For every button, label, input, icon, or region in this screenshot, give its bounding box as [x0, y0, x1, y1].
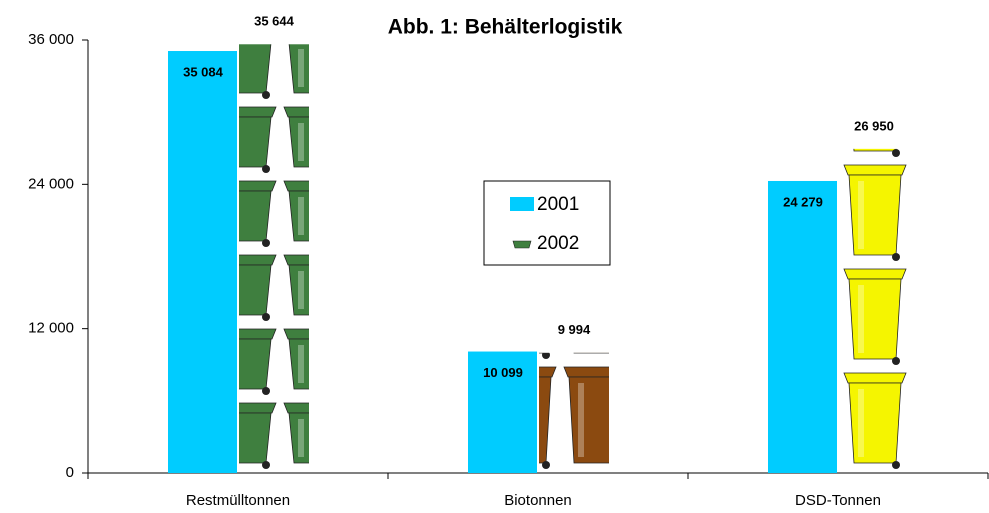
value-label: 26 950	[854, 118, 894, 133]
bar	[168, 51, 237, 473]
chart-title: Abb. 1: Behälterlogistik	[388, 16, 623, 39]
y-tick-label: 24 000	[28, 175, 74, 192]
value-label: 24 279	[783, 194, 823, 209]
value-label: 9 994	[558, 322, 591, 337]
y-tick-label: 36 000	[28, 31, 74, 48]
value-label: 35 084	[183, 64, 224, 79]
x-tick-label: Biotonnen	[504, 492, 572, 509]
legend-label: 2001	[537, 194, 579, 215]
legend-label: 2002	[537, 233, 579, 254]
y-tick-label: 0	[66, 464, 74, 481]
pictogram-bar	[239, 44, 309, 473]
x-tick-label: DSD-Tonnen	[795, 492, 881, 509]
value-label: 10 099	[483, 365, 523, 380]
legend-swatch	[510, 197, 534, 211]
y-tick-label: 12 000	[28, 320, 74, 337]
legend-swatch	[513, 241, 531, 248]
legend: 2001 2002	[484, 181, 610, 265]
pictogram-bar	[839, 149, 909, 473]
value-label: 35 644	[254, 14, 295, 29]
pictogram-bar	[539, 353, 609, 473]
chart: Abb. 1: Behälterlogistik 0 12 000 24 000 36…	[0, 0, 989, 513]
x-tick-label: Restmülltonnen	[186, 492, 290, 509]
bar	[768, 181, 837, 473]
